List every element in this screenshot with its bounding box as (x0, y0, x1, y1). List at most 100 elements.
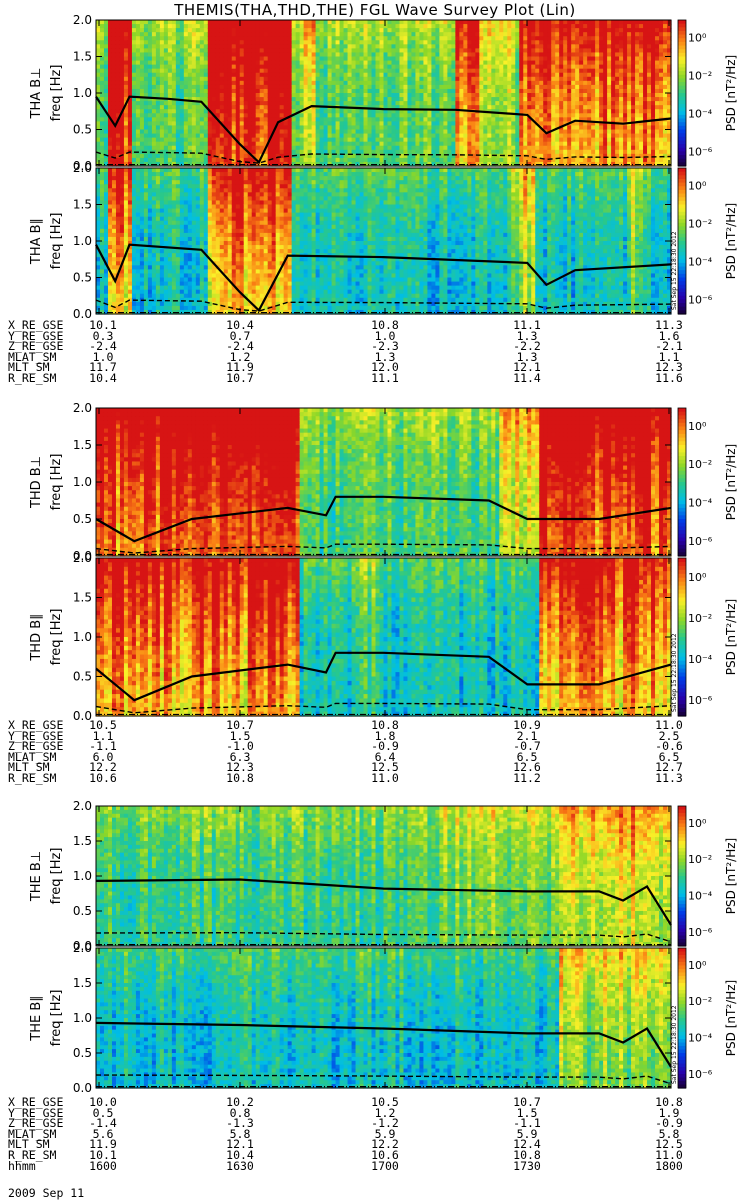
colorbar-tick-label: 10⁻⁴ (688, 497, 713, 510)
y-tick-label: 2.0 (73, 799, 92, 813)
y-tick-label: 0.5 (73, 670, 92, 684)
ephemeris-value: 10.7 (226, 373, 254, 384)
ephemeris-value: 11.2 (513, 773, 541, 784)
y-tick-label: 1.0 (73, 1011, 92, 1025)
y-tick-label: 1.0 (73, 630, 92, 644)
panel-ylabel: THE B∥ (29, 995, 44, 1041)
panel-ylabel: THA B∥ (29, 218, 44, 265)
timestamp-stamp: Sat Sep 15 22:18:30 2012 (671, 231, 678, 310)
ephemeris-label: R_RE_SM (8, 373, 56, 384)
ephemeris-value: 1700 (371, 1161, 399, 1172)
colorbar-label: PSD [nT²/Hz] (724, 599, 738, 675)
colorbar-label: PSD [nT²/Hz] (724, 203, 738, 279)
spectrogram-thd_par (96, 558, 672, 717)
panel-yunit: freq [Hz] (49, 213, 64, 270)
colorbar-tick-label: 10⁻² (688, 458, 712, 471)
y-tick-label: 1.0 (73, 869, 92, 883)
plot-title: THEMIS(THA,THD,THE) FGL Wave Survey Plot… (0, 1, 750, 19)
ephemeris-value: 11.0 (371, 773, 399, 784)
colorbar-tick-label: 10⁰ (688, 32, 707, 45)
colorbar-tick-label: 10⁻⁴ (688, 653, 713, 666)
colorbar-label: PSD [nT²/Hz] (724, 838, 738, 914)
ephemeris-value: 11.1 (371, 373, 399, 384)
colorbar-tick-label: 10⁻⁶ (688, 694, 713, 707)
colorbar: 10⁰ 10⁻² 10⁻⁴ 10⁻⁶ PSD [nT²/Hz] (678, 408, 738, 557)
ephemeris-value: 11.3 (655, 773, 683, 784)
colorbar-tick-label: 10⁰ (688, 180, 707, 193)
panel-ylabel: THE B⊥ (29, 851, 44, 902)
colorbar-label: PSD [nT²/Hz] (724, 444, 738, 520)
colorbar: 10⁰ 10⁻² 10⁻⁴ 10⁻⁶ PSD [nT²/Hz] (678, 558, 738, 717)
colorbar-tick-label: 10⁰ (688, 959, 707, 972)
panel-yunit: freq [Hz] (49, 990, 64, 1047)
panel-yunit: freq [Hz] (49, 454, 64, 511)
timestamp-stamp: Sat Sep 15 22:18:30 2012 (671, 633, 678, 712)
y-tick-label: 0.5 (73, 904, 92, 918)
colorbar-tick-label: 10⁻² (688, 217, 712, 230)
panel-yunit: freq [Hz] (49, 609, 64, 666)
y-tick-label: 1.5 (73, 438, 92, 452)
date-label: 2009 Sep 11 (8, 1186, 84, 1200)
colorbar-tick-label: 10⁻⁴ (688, 255, 713, 268)
colorbar: 10⁰ 10⁻² 10⁻⁴ 10⁻⁶ PSD [nT²/Hz] (678, 20, 738, 167)
colorbar-tick-label: 10⁻⁶ (688, 926, 713, 939)
spectrogram-the_perp (96, 806, 672, 947)
y-tick-label: 0.5 (73, 123, 92, 137)
ephemeris-value: 10.4 (89, 373, 117, 384)
y-tick-label: 0.5 (73, 1046, 92, 1060)
y-tick-label: 1.5 (73, 198, 92, 212)
colorbar-tick-label: 10⁻² (688, 612, 712, 625)
ephemeris-value: 1800 (655, 1161, 683, 1172)
ephemeris-label: hhmm (8, 1161, 36, 1172)
spectrogram-thd_perp (96, 408, 672, 557)
timestamp-stamp: Sat Sep 15 22:18:30 2012 (671, 1005, 678, 1084)
ephemeris-value: 11.6 (655, 373, 683, 384)
colorbar-tick-label: 10⁻⁶ (688, 145, 713, 158)
spectrogram-tha_perp (96, 20, 672, 167)
y-tick-label: 2.0 (73, 551, 92, 565)
y-tick-label: 1.5 (73, 976, 92, 990)
ephemeris-value: 1630 (226, 1161, 254, 1172)
panel-ylabel: THD B⊥ (29, 456, 44, 509)
spectrogram-tha_par (96, 168, 672, 315)
ephemeris-label: R_RE_SM (8, 773, 56, 784)
y-tick-label: 1.5 (73, 834, 92, 848)
spectrogram-the_par (96, 948, 672, 1089)
ephemeris-value: 1730 (513, 1161, 541, 1172)
y-tick-label: 2.0 (73, 401, 92, 415)
panel-yunit: freq [Hz] (49, 65, 64, 122)
colorbar-tick-label: 10⁻² (688, 69, 712, 82)
colorbar-tick-label: 10⁻² (688, 995, 712, 1008)
y-tick-label: 2.0 (73, 161, 92, 175)
colorbar-tick-label: 10⁰ (688, 571, 707, 584)
y-tick-label: 0.0 (73, 1081, 92, 1095)
colorbar-tick-label: 10⁻⁴ (688, 890, 713, 903)
colorbar-tick-label: 10⁻⁶ (688, 293, 713, 306)
ephemeris-value: 1600 (89, 1161, 117, 1172)
y-tick-label: 1.5 (73, 591, 92, 605)
y-tick-label: 1.0 (73, 86, 92, 100)
colorbar-tick-label: 10⁻⁶ (688, 1068, 713, 1081)
y-tick-label: 0.5 (73, 271, 92, 285)
colorbar-tick-label: 10⁰ (688, 817, 707, 830)
colorbar-tick-label: 10⁻² (688, 853, 712, 866)
colorbar-tick-label: 10⁻⁶ (688, 535, 713, 548)
colorbar-tick-label: 10⁻⁴ (688, 107, 713, 120)
ephemeris-value: 10.6 (89, 773, 117, 784)
y-tick-label: 1.5 (73, 50, 92, 64)
y-tick-label: 0.5 (73, 512, 92, 526)
colorbar: 10⁰ 10⁻² 10⁻⁴ 10⁻⁶ PSD [nT²/Hz] (678, 806, 738, 947)
colorbar: 10⁰ 10⁻² 10⁻⁴ 10⁻⁶ PSD [nT²/Hz] (678, 168, 738, 315)
colorbar-tick-label: 10⁰ (688, 420, 707, 433)
y-tick-label: 1.0 (73, 475, 92, 489)
y-tick-label: 2.0 (73, 941, 92, 955)
ephemeris-value: 11.4 (513, 373, 541, 384)
panel-ylabel: THA B⊥ (29, 68, 44, 120)
y-tick-label: 1.0 (73, 234, 92, 248)
colorbar-label: PSD [nT²/Hz] (724, 55, 738, 131)
panel-yunit: freq [Hz] (49, 848, 64, 905)
colorbar-label: PSD [nT²/Hz] (724, 980, 738, 1056)
ephemeris-value: 10.8 (226, 773, 254, 784)
